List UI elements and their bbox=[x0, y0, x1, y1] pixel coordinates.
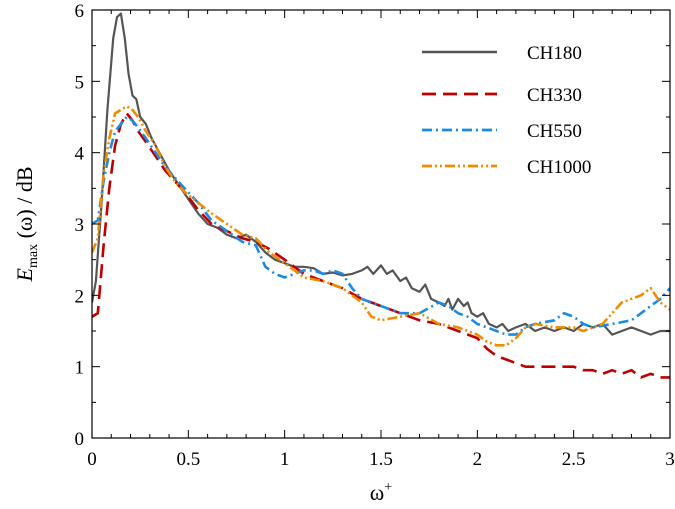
x-tick-label: 1 bbox=[280, 449, 290, 470]
axes-layer: 0 0.5 1 1.5 2 2.5 3 0 1 2 3 4 5 6 bbox=[75, 1, 675, 470]
y-tick-label: 4 bbox=[75, 144, 85, 165]
y-axis-title-rest: (ω) / dB bbox=[12, 167, 37, 244]
series-line-ch550 bbox=[92, 115, 670, 336]
x-tick-label: 0 bbox=[87, 449, 97, 470]
legend: CH180 CH330 CH550 CH1000 bbox=[422, 43, 591, 178]
series-line-ch1000 bbox=[92, 105, 670, 347]
y-tick-label: 0 bbox=[75, 429, 85, 450]
y-axis-title: Emax (ω) / dB bbox=[12, 167, 41, 283]
series-layer bbox=[92, 12, 670, 379]
series-line-ch180 bbox=[92, 12, 670, 336]
x-tick-label: 0.5 bbox=[176, 449, 200, 470]
x-tick-label: 2 bbox=[473, 449, 483, 470]
x-tick-label: 3 bbox=[665, 449, 675, 470]
series-line-ch330 bbox=[92, 112, 670, 379]
legend-label-ch1000: CH1000 bbox=[527, 157, 591, 178]
y-tick-label: 5 bbox=[75, 72, 85, 93]
legend-label-ch550: CH550 bbox=[527, 121, 582, 142]
x-tick-label: 1.5 bbox=[369, 449, 393, 470]
x-axis-title-sup: + bbox=[384, 480, 392, 495]
x-axis-title: ω+ bbox=[370, 480, 392, 505]
y-tick-label: 3 bbox=[75, 215, 85, 236]
y-axis-title-main: E bbox=[12, 267, 37, 282]
x-tick-label: 2.5 bbox=[562, 449, 586, 470]
y-tick-label: 6 bbox=[75, 1, 85, 22]
legend-label-ch330: CH330 bbox=[527, 85, 582, 106]
y-tick-label: 1 bbox=[75, 358, 85, 379]
y-tick-label: 2 bbox=[75, 286, 85, 307]
y-axis-title-sub: max bbox=[26, 244, 41, 268]
legend-label-ch180: CH180 bbox=[527, 43, 582, 64]
plot-frame bbox=[91, 9, 671, 439]
x-axis-title-main: ω bbox=[370, 480, 384, 505]
